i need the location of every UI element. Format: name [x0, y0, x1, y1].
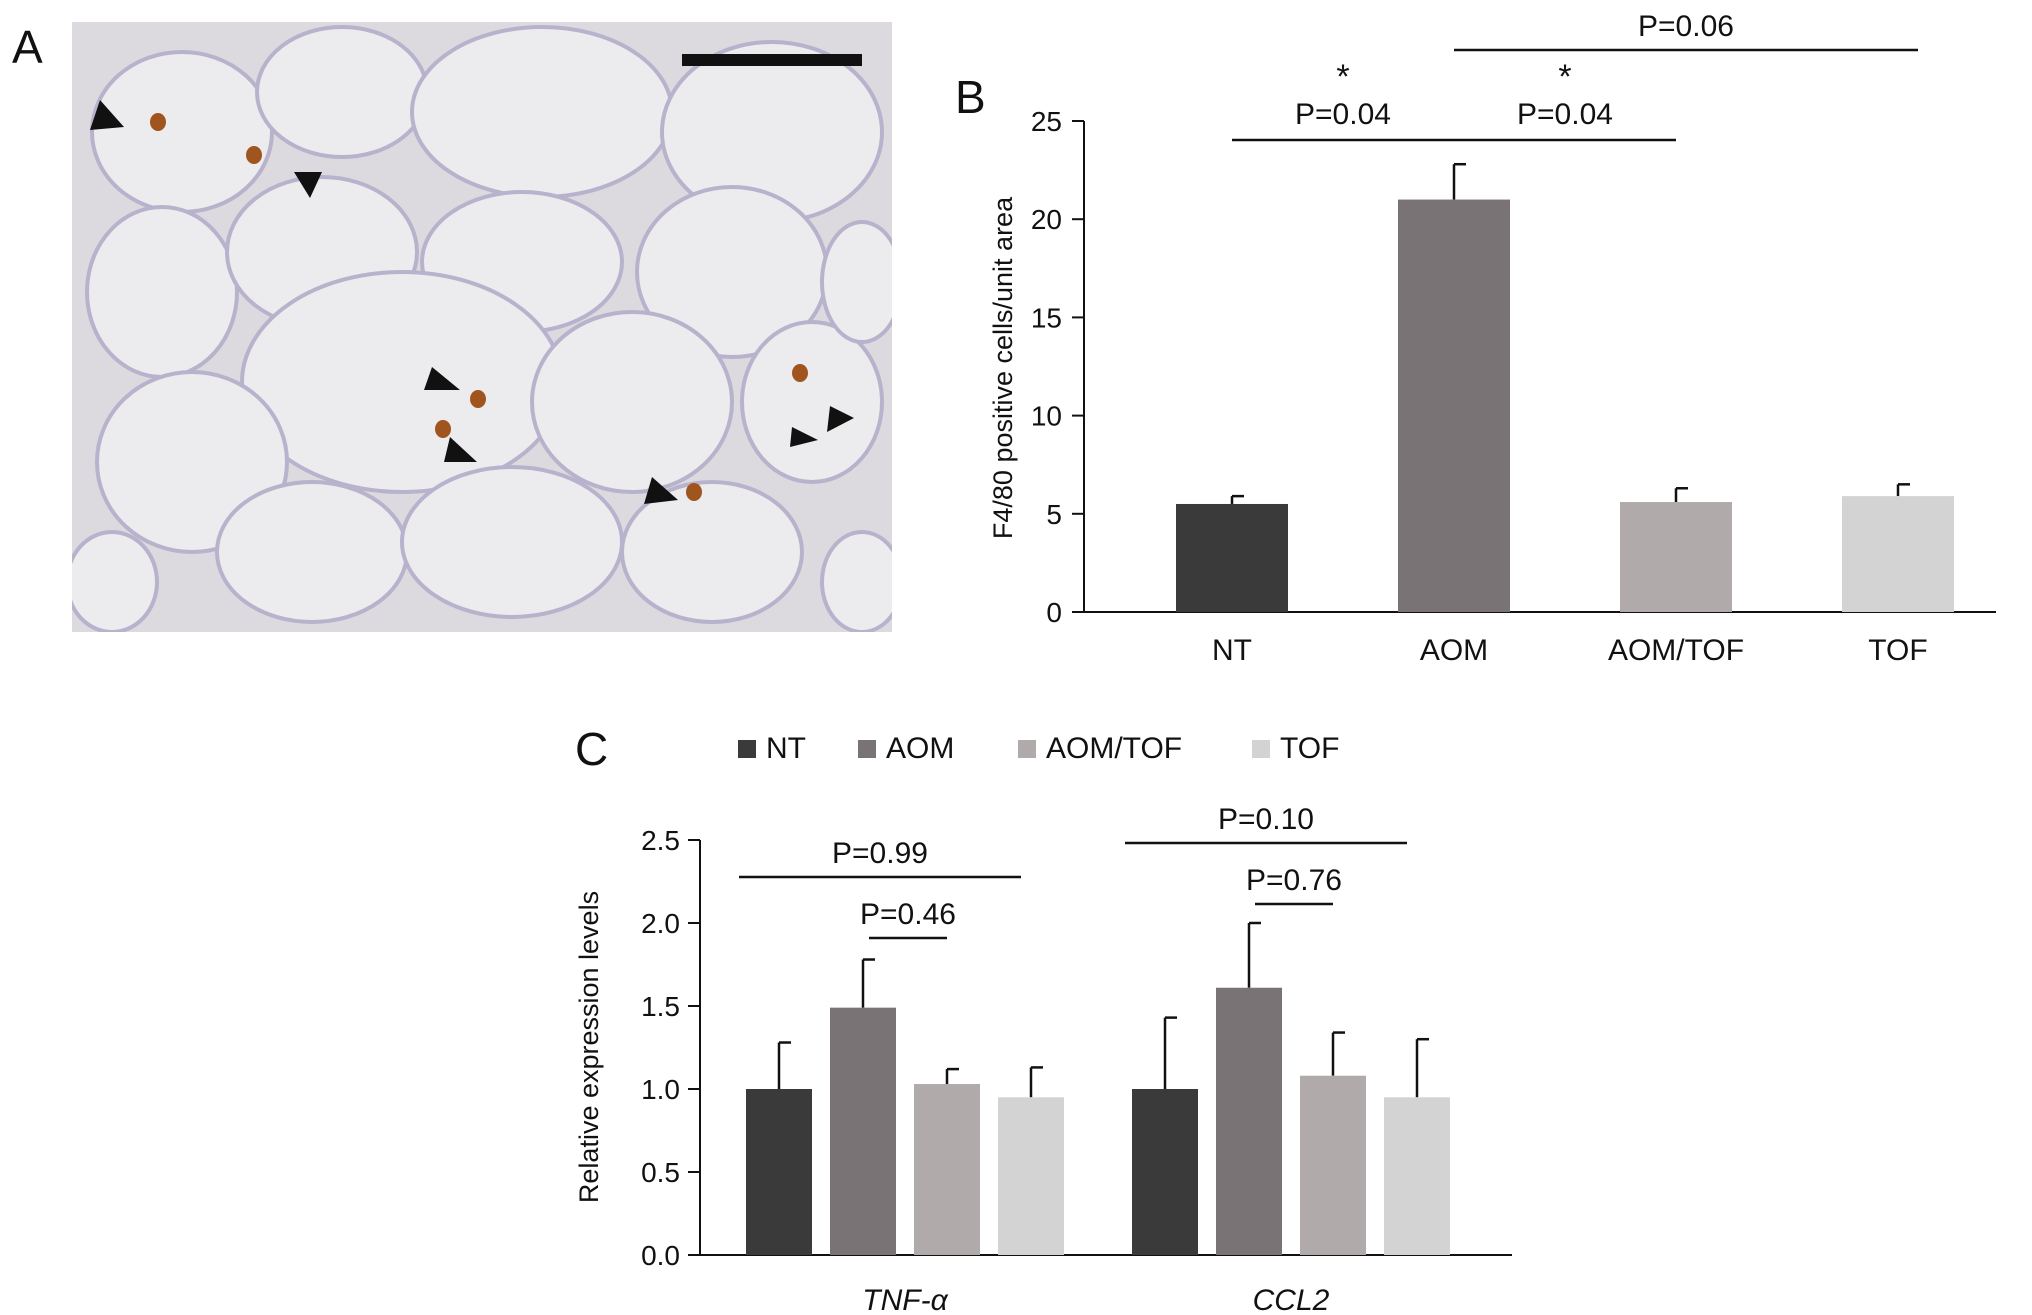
- stained-macrophage: [246, 146, 262, 164]
- y-tick-label: 0.5: [641, 1157, 680, 1188]
- panel-b-label: B: [955, 71, 986, 123]
- p-value-label: P=0.04: [1517, 98, 1613, 131]
- legend-swatch: [858, 740, 876, 758]
- y-tick-label: 25: [1031, 106, 1062, 137]
- black-triangle-arrowhead-icon: [90, 100, 124, 130]
- adipocyte-cell: [820, 220, 892, 344]
- x-category-label: CCL2: [1253, 1284, 1330, 1315]
- black-triangle-arrowhead-icon: [790, 427, 818, 447]
- p-value-label: P=0.10: [1218, 803, 1314, 836]
- bar-tof: [1384, 1097, 1450, 1255]
- bar-aom: [1398, 199, 1510, 612]
- y-axis: 0 5 10 15 20 25: [1031, 106, 1085, 628]
- adipocyte-cell: [215, 480, 409, 624]
- legend: NT AOM AOM/TOF TOF: [738, 732, 1339, 765]
- adipocyte-cell: [90, 50, 274, 214]
- f4-80-bar-chart: 0 5 10 15 20 25 F4/80 positive cells/unit are…: [988, 10, 1996, 667]
- adipocyte-cell: [620, 480, 804, 624]
- bar-nt: [746, 1089, 812, 1255]
- legend-label: NT: [766, 732, 806, 765]
- x-category-label: AOM: [1420, 634, 1488, 667]
- panel-a-label: A: [12, 21, 43, 73]
- adipocyte-cell: [410, 25, 674, 199]
- bar-aom-tof: [1620, 502, 1732, 612]
- legend-swatch: [1252, 740, 1270, 758]
- adipose-tissue-micrograph: [72, 22, 892, 632]
- adipocyte-cell: [820, 530, 892, 632]
- y-tick-label: 1.5: [641, 991, 680, 1022]
- bar-tof: [1842, 496, 1954, 612]
- stained-macrophage: [470, 390, 486, 408]
- adipocyte-cell: [240, 270, 564, 494]
- black-triangle-arrowhead-icon: [644, 477, 678, 504]
- p-value-label: P=0.04: [1295, 98, 1391, 131]
- bar-tof: [998, 1097, 1064, 1255]
- legend-label: AOM: [886, 732, 954, 765]
- adipocyte-cell: [400, 465, 624, 619]
- black-triangle-arrowhead-icon: [294, 172, 322, 198]
- legend-label: TOF: [1280, 732, 1339, 765]
- y-tick-label: 15: [1031, 302, 1062, 333]
- y-tick-label: 0.0: [641, 1240, 680, 1271]
- y-tick-label: 5: [1046, 499, 1062, 530]
- significance-star: *: [1336, 58, 1349, 96]
- bar-aom-tof: [1300, 1075, 1366, 1255]
- black-triangle-arrowhead-icon: [424, 367, 460, 390]
- bar-nt: [1176, 503, 1288, 612]
- adipocyte-cell: [85, 205, 239, 379]
- arrowheads: [90, 100, 854, 504]
- stained-macrophage: [435, 420, 451, 438]
- y-tick-label: 1.0: [641, 1074, 680, 1105]
- y-axis-title: Relative expression levels: [574, 891, 604, 1203]
- y-tick-label: 2.0: [641, 908, 680, 939]
- bar-aom: [1216, 987, 1282, 1255]
- x-category-label: AOM/TOF: [1608, 634, 1744, 667]
- y-tick-label: 2.5: [641, 825, 680, 856]
- bar-nt: [1132, 1089, 1198, 1255]
- x-category-label: TNF-α: [862, 1284, 948, 1315]
- panel-c-label: C: [575, 723, 609, 775]
- y-tick-label: 20: [1031, 204, 1062, 235]
- x-category-label: NT: [1212, 634, 1252, 667]
- legend-label: AOM/TOF: [1046, 732, 1182, 765]
- x-category-label: TOF: [1868, 634, 1927, 667]
- adipocyte-cell: [530, 310, 734, 494]
- f4-80-positive-stains: [150, 113, 808, 501]
- adipocyte-cell: [255, 25, 429, 159]
- stained-macrophage: [150, 113, 166, 131]
- adipocyte-cell: [72, 530, 159, 632]
- legend-swatch: [1018, 740, 1036, 758]
- black-triangle-arrowhead-icon: [444, 437, 477, 462]
- adipocyte-cell: [740, 320, 884, 484]
- bar-aom: [830, 1007, 896, 1255]
- y-axis-title: F4/80 positive cells/unit area: [988, 196, 1018, 539]
- legend-swatch: [738, 740, 756, 758]
- stained-macrophage: [792, 364, 808, 382]
- p-value-label: P=0.76: [1246, 864, 1342, 897]
- stained-macrophage: [686, 483, 702, 501]
- black-triangle-arrowhead-icon: [827, 406, 854, 432]
- scale-bar: [682, 54, 862, 66]
- expression-bar-chart: NT AOM AOM/TOF TOF 0.0 0.5 1.0 1.5 2.0 2.5 Relat…: [574, 732, 1512, 1315]
- y-tick-label: 10: [1031, 401, 1062, 432]
- adipocyte-cells: [72, 25, 892, 632]
- p-value-label: P=0.06: [1638, 10, 1734, 43]
- p-value-label: P=0.99: [832, 837, 928, 870]
- p-value-label: P=0.46: [860, 898, 956, 931]
- bar-aom-tof: [914, 1084, 980, 1255]
- y-tick-label: 0: [1046, 597, 1062, 628]
- significance-star: *: [1558, 58, 1571, 96]
